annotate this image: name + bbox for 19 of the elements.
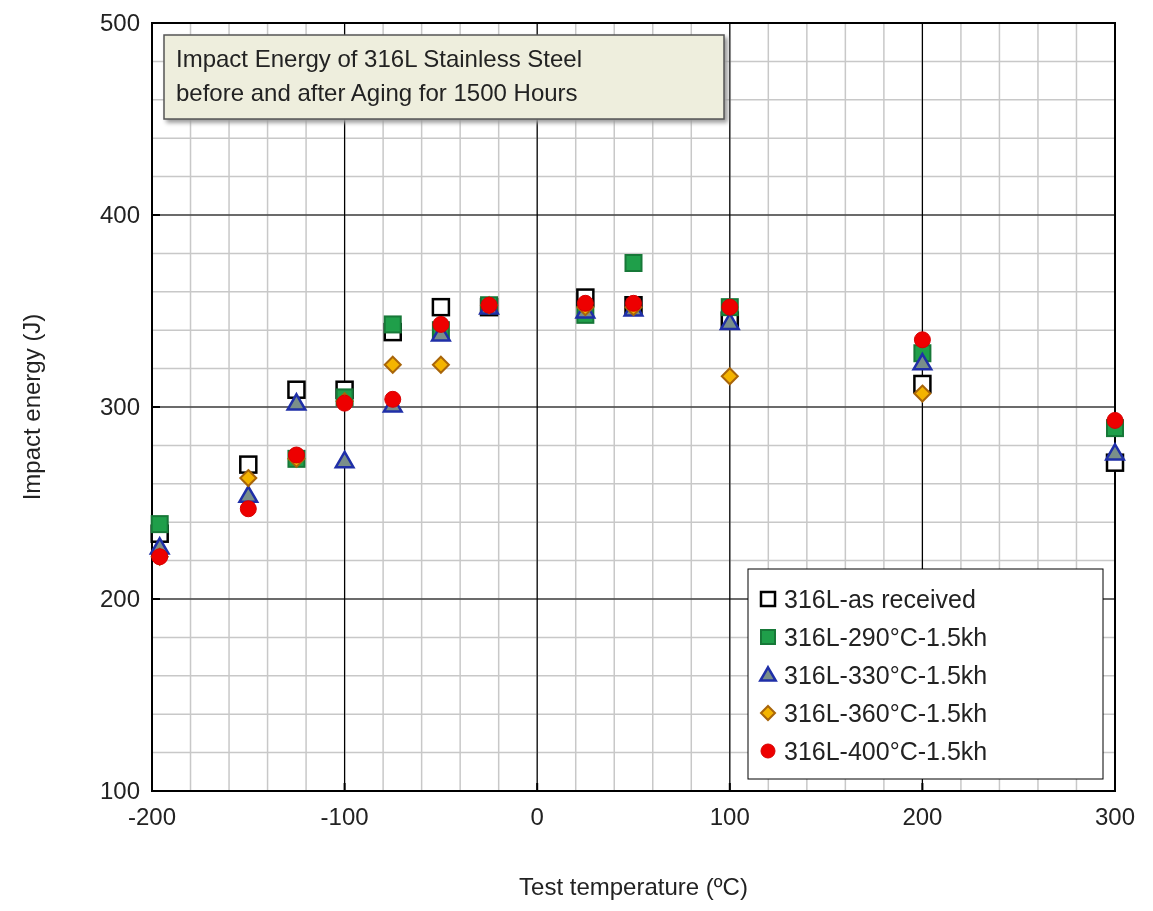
legend-label: 316L-330°C-1.5kh	[784, 661, 988, 689]
y-tick-label: 100	[99, 777, 140, 804]
text: Impact Energy of 316L Stainless Steel before and after Aging for 1500 Hours	[176, 45, 583, 106]
y-tick-label: 500	[99, 9, 140, 36]
legend-label: 316L-290°C-1.5kh	[784, 623, 988, 651]
legend-label: 316L-as received	[784, 585, 976, 613]
y-tick-label: 400	[99, 201, 140, 228]
y-tick-label: 300	[99, 393, 140, 420]
x-tick-label: 300	[1094, 803, 1136, 830]
x-tick-label: -200	[127, 803, 177, 830]
y-tick-label: 200	[99, 585, 140, 612]
legend-label: 316L-360°C-1.5kh	[784, 699, 988, 727]
legend-label: 316L-400°C-1.5kh	[784, 737, 988, 765]
x-tick-label: -100	[320, 803, 369, 830]
y-axis-title: Impact energy (J)	[18, 313, 45, 501]
x-axis-title: Test temperature (ºC)	[519, 873, 748, 900]
x-tick-label: 0	[530, 803, 544, 830]
x-tick-label: 200	[902, 803, 943, 830]
x-tick-label: 100	[709, 803, 750, 830]
